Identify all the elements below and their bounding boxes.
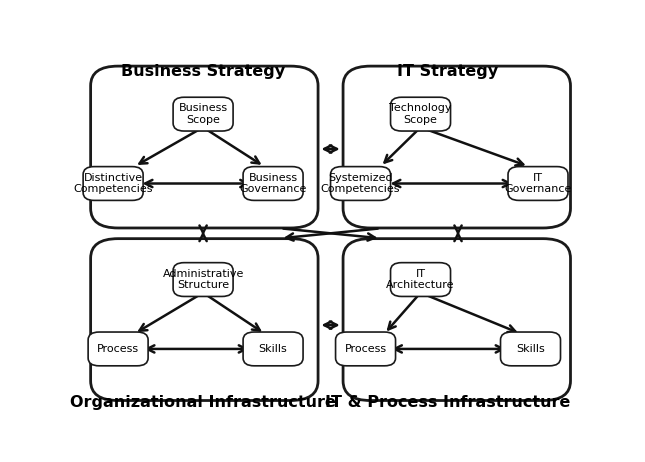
FancyBboxPatch shape (173, 97, 233, 131)
Text: IT
Governance: IT Governance (504, 173, 571, 195)
Text: IT Strategy: IT Strategy (397, 64, 499, 79)
FancyBboxPatch shape (391, 263, 450, 297)
FancyBboxPatch shape (243, 332, 303, 366)
Text: Business Strategy: Business Strategy (121, 64, 285, 79)
FancyBboxPatch shape (173, 263, 233, 297)
Text: Administrative
Structure: Administrative Structure (163, 269, 244, 290)
Text: IT
Architecture: IT Architecture (386, 269, 455, 290)
FancyBboxPatch shape (508, 167, 568, 201)
FancyBboxPatch shape (83, 167, 143, 201)
FancyBboxPatch shape (501, 332, 561, 366)
FancyBboxPatch shape (90, 66, 318, 228)
Text: Business
Governance: Business Governance (239, 173, 307, 195)
FancyBboxPatch shape (343, 239, 571, 401)
FancyBboxPatch shape (343, 66, 571, 228)
Text: Process: Process (97, 344, 139, 354)
Text: Skills: Skills (516, 344, 545, 354)
Text: IT & Process Infrastructure: IT & Process Infrastructure (325, 395, 571, 410)
FancyBboxPatch shape (391, 97, 450, 131)
FancyBboxPatch shape (335, 332, 395, 366)
FancyBboxPatch shape (88, 332, 148, 366)
Text: Organizational Infrastructure: Organizational Infrastructure (70, 395, 336, 410)
Text: Systemized
Competencies: Systemized Competencies (321, 173, 401, 195)
FancyBboxPatch shape (243, 167, 303, 201)
FancyBboxPatch shape (330, 167, 391, 201)
Text: Business
Scope: Business Scope (179, 103, 228, 125)
Text: Technology
Scope: Technology Scope (390, 103, 451, 125)
Text: Distinctive
Competencies: Distinctive Competencies (74, 173, 153, 195)
Text: Process: Process (344, 344, 386, 354)
Text: Skills: Skills (259, 344, 288, 354)
FancyBboxPatch shape (90, 239, 318, 401)
